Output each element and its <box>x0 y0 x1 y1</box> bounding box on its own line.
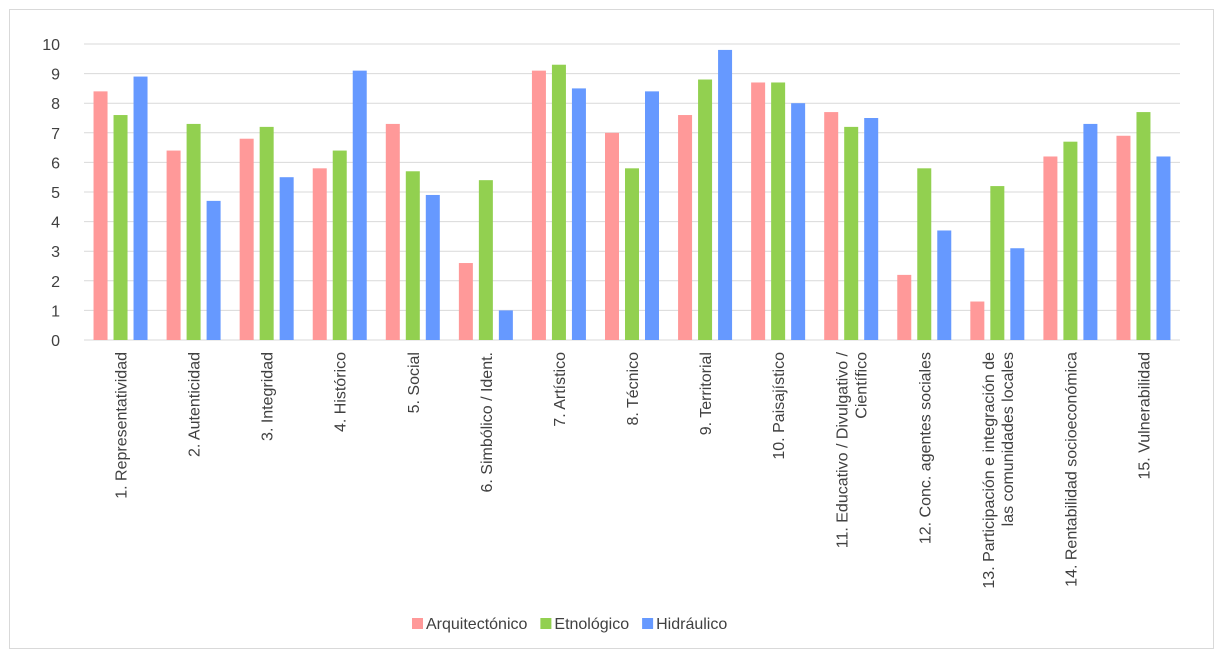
bar-hidrulico-3 <box>279 177 294 340</box>
bar-hidrulico-12 <box>937 230 952 340</box>
x-category-line: 10. Paisajístico <box>771 352 788 460</box>
y-tick-label: 1 <box>51 303 60 320</box>
x-category-line: 15. Vulnerabilidad <box>1136 352 1153 480</box>
x-category-label: 8. Técnico <box>625 352 642 426</box>
bar-etnolgico-6 <box>478 180 493 340</box>
x-category-line: 6. Simbólico / Ident. <box>479 352 496 493</box>
bar-arquitectnico-14 <box>1043 156 1058 340</box>
legend-label: Arquitectónico <box>426 616 527 633</box>
bar-hidrulico-7 <box>571 88 586 341</box>
x-category-line: 3. Integridad <box>260 352 277 441</box>
bar-etnolgico-7 <box>551 64 566 340</box>
legend-label: Hidráulico <box>656 616 727 633</box>
x-category-line: 5. Social <box>406 352 423 413</box>
bar-arquitectnico-7 <box>531 70 546 340</box>
x-category-line: 11. Educativo / Divulgativo / <box>835 351 852 548</box>
bar-hidrulico-2 <box>206 200 221 340</box>
x-category-label: 2. Autenticidad <box>187 352 204 457</box>
y-tick-label: 7 <box>51 126 60 143</box>
x-category-label: 1. Representatividad <box>114 352 131 499</box>
y-tick-label: 8 <box>51 96 60 113</box>
bars <box>93 49 1171 341</box>
bar-etnolgico-12 <box>917 168 932 340</box>
bar-etnolgico-1 <box>113 115 128 340</box>
bar-etnolgico-11 <box>844 126 859 340</box>
bar-arquitectnico-3 <box>239 138 254 340</box>
legend-label: Etnológico <box>554 616 629 633</box>
y-tick-label: 3 <box>51 244 60 261</box>
x-category-label: 3. Integridad <box>260 352 277 441</box>
x-category-line: 13. Participación e integración de <box>981 352 998 589</box>
x-category-line: 9. Territorial <box>698 352 715 435</box>
bar-arquitectnico-8 <box>605 132 619 340</box>
bar-arquitectnico-11 <box>824 112 839 340</box>
y-tick-label: 5 <box>51 185 60 202</box>
x-category-line: 12. Conc. agentes sociales <box>917 352 934 544</box>
x-category-label: 5. Social <box>406 352 423 413</box>
bar-etnolgico-8 <box>625 168 639 340</box>
x-category-line: Científico <box>854 352 871 419</box>
bar-arquitectnico-12 <box>897 274 912 340</box>
bar-etnolgico-14 <box>1063 141 1078 340</box>
bar-etnolgico-4 <box>332 150 347 340</box>
x-category-line: las comunidades locales <box>1000 352 1017 526</box>
y-tick-label: 6 <box>51 155 60 172</box>
bar-hidrulico-11 <box>864 118 879 340</box>
bar-arquitectnico-5 <box>385 123 400 340</box>
y-axis-ticks: 0 1 2 3 4 5 6 7 8 9 10 <box>42 37 60 350</box>
x-category-label: 7. Artístico <box>552 352 569 427</box>
x-category-label: 6. Simbólico / Ident. <box>479 352 496 493</box>
x-category-line: 1. Representatividad <box>114 352 131 499</box>
y-tick-label: 4 <box>51 215 60 232</box>
y-tick-label: 10 <box>42 37 60 54</box>
bar-arquitectnico-10 <box>751 82 766 340</box>
bar-hidrulico-9 <box>718 49 733 341</box>
bar-hidrulico-5 <box>425 194 440 340</box>
x-category-line: 8. Técnico <box>625 352 642 426</box>
bar-etnolgico-15 <box>1136 112 1151 340</box>
x-category-label: 11. Educativo / Divulgativo / Científico <box>835 351 871 548</box>
bar-etnolgico-5 <box>405 171 420 340</box>
x-category-label: 14. Rentabilidad socioeconómica <box>1063 352 1080 587</box>
bar-etnolgico-13 <box>990 186 1005 340</box>
bar-etnolgico-9 <box>698 79 713 341</box>
bar-hidrulico-4 <box>352 70 367 340</box>
bar-arquitectnico-1 <box>93 91 108 340</box>
x-category-line: 7. Artístico <box>552 352 569 427</box>
legend-swatch-arquitectnico <box>412 618 423 629</box>
bar-arquitectnico-4 <box>312 168 327 340</box>
x-category-line: 2. Autenticidad <box>187 352 204 457</box>
y-tick-label: 2 <box>51 274 60 291</box>
bar-arquitectnico-15 <box>1116 135 1131 340</box>
bar-hidrulico-1 <box>133 76 148 340</box>
bar-arquitectnico-13 <box>970 301 985 340</box>
x-axis-labels: 1. Representatividad 2. Autenticidad 3. In… <box>114 351 1154 588</box>
bar-hidrulico-13 <box>1010 248 1025 340</box>
y-tick-label: 0 <box>51 333 60 350</box>
bar-etnolgico-10 <box>771 82 786 340</box>
bar-hidrulico-8 <box>645 91 659 340</box>
x-category-label: 4. Histórico <box>333 352 350 432</box>
legend-swatch-etnolgico <box>540 618 552 629</box>
bar-hidrulico-14 <box>1083 123 1098 340</box>
bar-hidrulico-15 <box>1156 156 1171 340</box>
bar-arquitectnico-9 <box>678 115 693 340</box>
y-tick-label: 9 <box>51 67 60 84</box>
x-category-label: 13. Participación e integración de las co… <box>981 352 1017 589</box>
x-category-label: 10. Paisajístico <box>771 352 788 460</box>
legend-swatch-hidrulico <box>642 618 654 629</box>
x-category-line: 14. Rentabilidad socioeconómica <box>1063 352 1080 587</box>
x-category-label: 9. Territorial <box>698 352 715 435</box>
bar-hidrulico-6 <box>498 310 513 340</box>
legend: Arquitectónico Etnológico Hidráulico <box>412 616 727 633</box>
bar-etnolgico-2 <box>186 123 201 340</box>
bar-hidrulico-10 <box>791 103 806 340</box>
bar-arquitectnico-6 <box>458 263 473 340</box>
bar-arquitectnico-2 <box>166 150 181 340</box>
x-category-line: 4. Histórico <box>333 352 350 432</box>
x-category-label: 15. Vulnerabilidad <box>1136 352 1153 480</box>
x-category-label: 12. Conc. agentes sociales <box>917 352 934 544</box>
bar-etnolgico-3 <box>259 126 274 340</box>
